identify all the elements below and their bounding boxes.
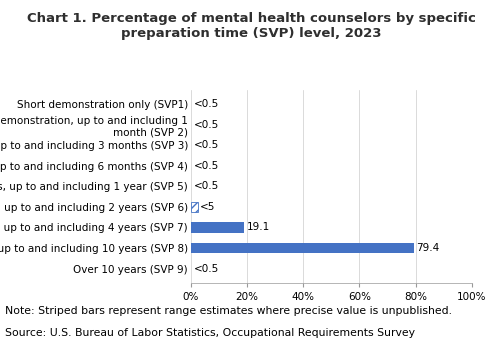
Bar: [190, 263, 191, 274]
Bar: [190, 99, 191, 109]
Text: <0.5: <0.5: [193, 181, 218, 191]
Bar: [190, 222, 244, 233]
Text: <0.5: <0.5: [193, 99, 218, 109]
Text: <0.5: <0.5: [193, 140, 218, 150]
Text: 79.4: 79.4: [415, 243, 438, 253]
Bar: [190, 181, 191, 191]
Text: Note: Striped bars represent range estimates where precise value is unpublished.: Note: Striped bars represent range estim…: [5, 306, 451, 316]
Text: Chart 1. Percentage of mental health counselors by specific
preparation time (SV: Chart 1. Percentage of mental health cou…: [27, 12, 474, 40]
Text: <0.5: <0.5: [193, 161, 218, 171]
Text: <0.5: <0.5: [193, 120, 218, 130]
Bar: [190, 160, 191, 171]
Bar: [190, 201, 197, 212]
Bar: [190, 119, 191, 130]
Text: 19.1: 19.1: [246, 223, 270, 233]
Text: Source: U.S. Bureau of Labor Statistics, Occupational Requirements Survey: Source: U.S. Bureau of Labor Statistics,…: [5, 328, 414, 338]
Bar: [190, 140, 191, 150]
Text: <5: <5: [199, 202, 215, 212]
Bar: [190, 243, 413, 253]
Text: <0.5: <0.5: [193, 264, 218, 274]
